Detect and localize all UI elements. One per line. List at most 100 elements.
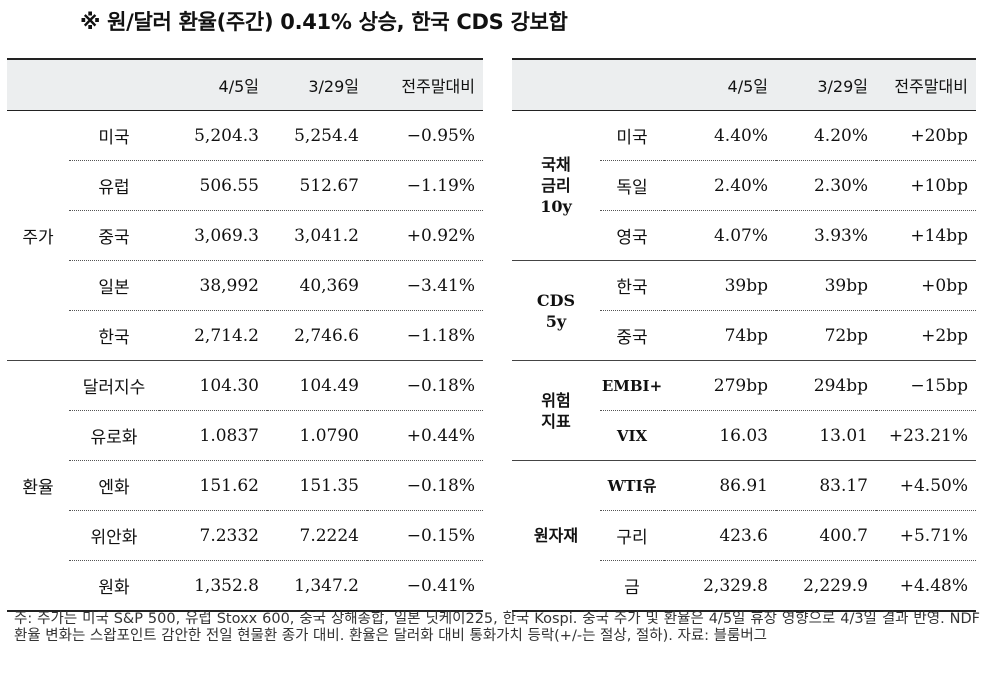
current-value: 86.91	[664, 460, 776, 511]
change-value: +0bp	[876, 260, 976, 311]
row-label: 원화	[69, 560, 159, 611]
table-row: 주가 미국 5,204.3 5,254.4 −0.95%	[7, 111, 483, 249]
row-label: 위안화	[69, 510, 159, 561]
previous-value: 3.93%	[776, 210, 876, 261]
current-value: 5,204.3	[194, 125, 259, 146]
row-label: 독일	[600, 160, 664, 211]
row-label: 미국	[98, 128, 130, 148]
row-label: 유로화	[69, 410, 159, 461]
row-label: 엔화	[69, 460, 159, 511]
row-label: 한국	[69, 310, 159, 361]
previous-value: 7.2224	[267, 510, 367, 561]
current-value: 279bp	[664, 360, 776, 411]
header-previous: 3/29일	[776, 59, 876, 111]
previous-value: 2,746.6	[267, 310, 367, 361]
change-value: −0.15%	[367, 510, 483, 561]
previous-value: 4.20%	[813, 125, 868, 146]
previous-value: 294bp	[776, 360, 876, 411]
group-label: 위험 지표	[512, 360, 600, 461]
change-value: +10bp	[876, 160, 976, 211]
row-label: 달러지수	[69, 360, 159, 411]
table-row: 영국 4.07% 3.93% +14bp	[512, 210, 976, 261]
previous-value: 151.35	[267, 460, 367, 511]
table-row: 중국 3,069.3 3,041.2 +0.92%	[7, 210, 483, 261]
row-label: WTI유	[600, 460, 664, 511]
table-row: 유럽 506.55 512.67 −1.19%	[7, 160, 483, 211]
header-previous: 3/29일	[267, 59, 367, 111]
table-row: 중국 74bp 72bp +2bp	[512, 310, 976, 361]
current-value: 2.40%	[664, 160, 776, 211]
change-value: +0.92%	[367, 210, 483, 261]
previous-value: 104.49	[267, 360, 367, 411]
current-value: 104.30	[159, 360, 267, 411]
current-value: 4.40%	[713, 125, 768, 146]
row-label: 영국	[600, 210, 664, 261]
current-value: 423.6	[664, 510, 776, 561]
current-value: 2,714.2	[159, 310, 267, 361]
group-label: 원자재	[512, 460, 600, 611]
previous-value: 1,347.2	[267, 560, 367, 611]
table-row: 위안화 7.2332 7.2224 −0.15%	[7, 510, 483, 561]
previous-value: 3,041.2	[267, 210, 367, 261]
row-label: 유럽	[69, 160, 159, 211]
change-value: −15bp	[876, 360, 976, 411]
current-value: 3,069.3	[159, 210, 267, 261]
change-value: −1.19%	[367, 160, 483, 211]
row-label: 한국	[600, 260, 664, 311]
header-current: 4/5일	[664, 59, 776, 111]
change-value: +14bp	[876, 210, 976, 261]
change-value: −0.95%	[406, 125, 475, 146]
table-row: 금 2,329.8 2,229.9 +4.48%	[512, 560, 976, 611]
table-row: 원자재 WTI유 86.91 83.17 +4.50%	[512, 460, 976, 611]
row-label: 구리	[600, 510, 664, 561]
change-value: +4.50%	[876, 460, 976, 511]
previous-value: 2,229.9	[776, 560, 876, 611]
current-value: 4.07%	[664, 210, 776, 261]
header-change: 전주말대비	[876, 59, 976, 111]
footnote: 주: 주가는 미국 S&P 500, 유럽 Stoxx 600, 중국 상해종합…	[14, 611, 980, 644]
group-label: 환율	[7, 360, 69, 611]
current-value: 506.55	[159, 160, 267, 211]
previous-value: 83.17	[776, 460, 876, 511]
table-row: 원화 1,352.8 1,347.2 −0.41%	[7, 560, 483, 611]
group-label: 국채 금리 10y	[540, 155, 572, 216]
header-row: 4/5일 3/29일 전주말대비	[512, 59, 976, 111]
header-current: 4/5일	[159, 59, 267, 111]
change-value: −0.18%	[367, 360, 483, 411]
table-row: 일본 38,992 40,369 −3.41%	[7, 260, 483, 311]
change-value: −0.41%	[367, 560, 483, 611]
change-value: +23.21%	[876, 410, 976, 461]
page-title: ※ 원/달러 환율(주간) 0.41% 상승, 한국 CDS 강보합	[80, 10, 568, 34]
table-row: 엔화 151.62 151.35 −0.18%	[7, 460, 483, 511]
previous-value: 13.01	[776, 410, 876, 461]
row-label: 중국	[69, 210, 159, 261]
current-value: 16.03	[664, 410, 776, 461]
current-value: 7.2332	[159, 510, 267, 561]
right-table: 4/5일 3/29일 전주말대비 국채 금리 10y 미국 4.40% 4.20% +2…	[512, 58, 976, 612]
change-value: −3.41%	[367, 260, 483, 311]
change-value: +0.44%	[367, 410, 483, 461]
current-value: 2,329.8	[664, 560, 776, 611]
row-label: EMBI+	[600, 360, 664, 411]
group-label: CDS 5y	[512, 260, 600, 361]
table-row: 국채 금리 10y 미국 4.40% 4.20% +20bp	[512, 111, 976, 217]
table-row: 구리 423.6 400.7 +5.71%	[512, 510, 976, 561]
current-value: 151.62	[159, 460, 267, 511]
current-value: 1,352.8	[159, 560, 267, 611]
current-value: 1.0837	[159, 410, 267, 461]
previous-value: 40,369	[267, 260, 367, 311]
change-value: +2bp	[876, 310, 976, 361]
table-row: VIX 16.03 13.01 +23.21%	[512, 410, 976, 461]
row-label: VIX	[600, 410, 664, 461]
header-row: 4/5일 3/29일 전주말대비	[7, 59, 483, 111]
row-label: 중국	[600, 310, 664, 361]
change-value: −0.18%	[367, 460, 483, 511]
current-value: 74bp	[664, 310, 776, 361]
previous-value: 39bp	[776, 260, 876, 311]
group-label: 주가	[22, 228, 54, 248]
change-value: +4.48%	[876, 560, 976, 611]
previous-value: 512.67	[267, 160, 367, 211]
previous-value: 400.7	[776, 510, 876, 561]
current-value: 39bp	[664, 260, 776, 311]
table-row: 환율 달러지수 104.30 104.49 −0.18%	[7, 360, 483, 611]
